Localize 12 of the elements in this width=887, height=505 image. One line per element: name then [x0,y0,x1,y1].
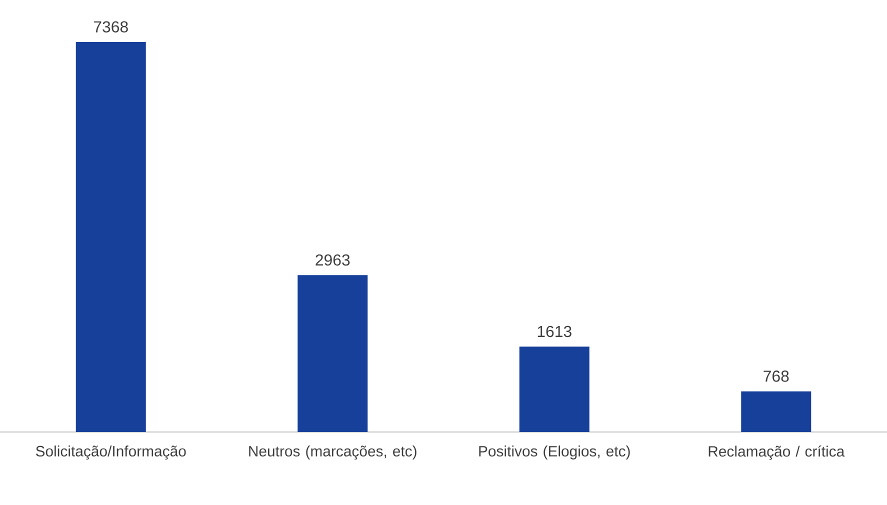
x-tick-label: Positivos (Elogios, etc) [479,446,630,460]
data-label: 7368 [94,21,128,32]
bar [298,275,368,432]
bar [519,346,590,432]
x-tick-label: Neutros (marcações, etc) [249,446,416,460]
x-tick-label: Reclamação / crítica [708,446,845,460]
data-label: 768 [764,370,789,382]
x-tick-label: Solicitação/Informação [36,446,186,460]
bar [76,42,146,432]
bar [741,391,812,432]
data-label: 2963 [316,254,350,266]
data-label: 1613 [538,326,572,338]
